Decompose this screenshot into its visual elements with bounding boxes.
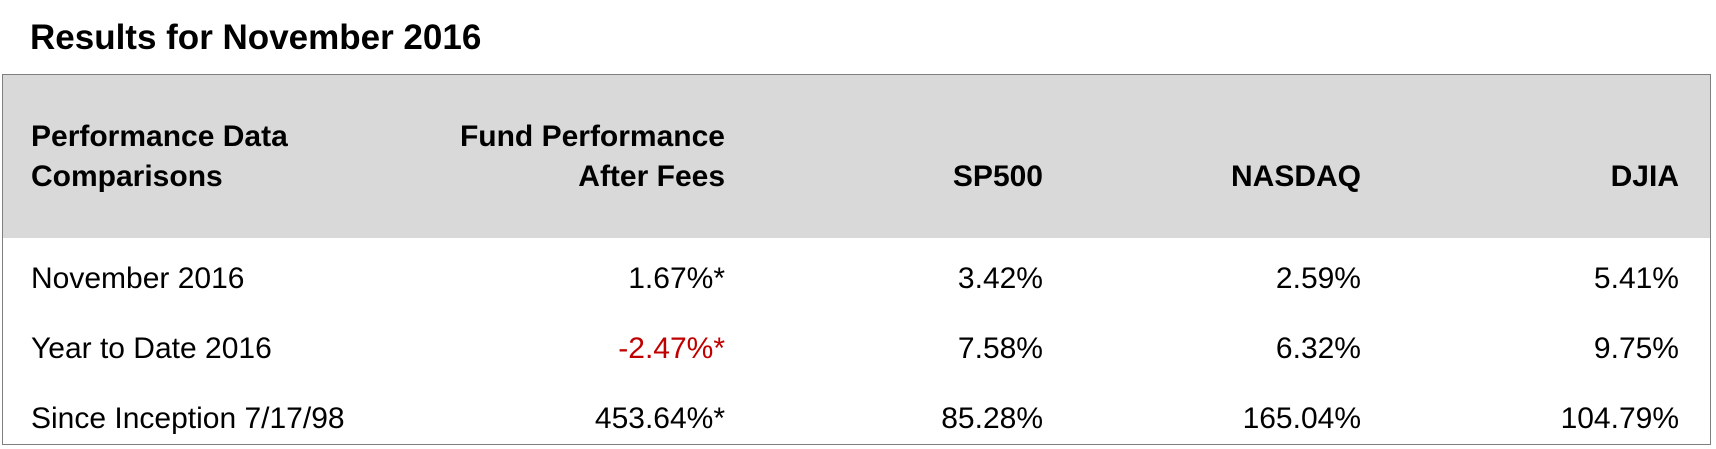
performance-table: Performance Data Comparisons Fund Perfor… [2,74,1711,445]
nasdaq-cell: 165.04% [1242,402,1361,435]
header-line: DJIA [1610,160,1679,193]
table-row: Since Inception 7/17/98 453.64%* 85.28% … [3,385,1710,444]
djia-cell: 9.75% [1593,332,1679,365]
nasdaq-cell: 2.59% [1275,262,1361,295]
table-row: Year to Date 2016 -2.47%* 7.58% 6.32% 9.… [3,315,1710,385]
sp500-cell: 7.58% [957,332,1043,365]
sp500-cell: 85.28% [941,402,1043,435]
page-title: Results for November 2016 [30,18,482,57]
header-line: After Fees [578,160,725,193]
header-sp500: SP500 [953,157,1043,197]
row-label: Year to Date 2016 [31,332,272,365]
header-line: Performance Data [31,120,288,153]
row-label: Since Inception 7/17/98 [31,402,345,435]
table-header-row: Performance Data Comparisons Fund Perfor… [3,75,1710,238]
header-nasdaq: NASDAQ [1231,157,1361,197]
djia-cell: 5.41% [1593,262,1679,295]
header-fund-performance: Fund Performance After Fees [460,117,725,197]
header-performance-data-comparisons: Performance Data Comparisons [31,117,288,197]
row-label: November 2016 [31,262,245,295]
header-djia: DJIA [1611,157,1679,197]
fund-performance-cell: 453.64%* [594,402,725,435]
header-line: SP500 [952,160,1043,193]
header-line: Comparisons [31,160,223,193]
djia-cell: 104.79% [1560,402,1679,435]
header-line: Fund Performance [459,120,725,153]
header-line: NASDAQ [1230,160,1361,193]
sp500-cell: 3.42% [957,262,1043,295]
table-row: November 2016 1.67%* 3.42% 2.59% 5.41% [3,245,1710,315]
nasdaq-cell: 6.32% [1275,332,1361,365]
fund-performance-cell: 1.67%* [628,262,725,295]
fund-performance-cell: -2.47%* [618,332,725,365]
